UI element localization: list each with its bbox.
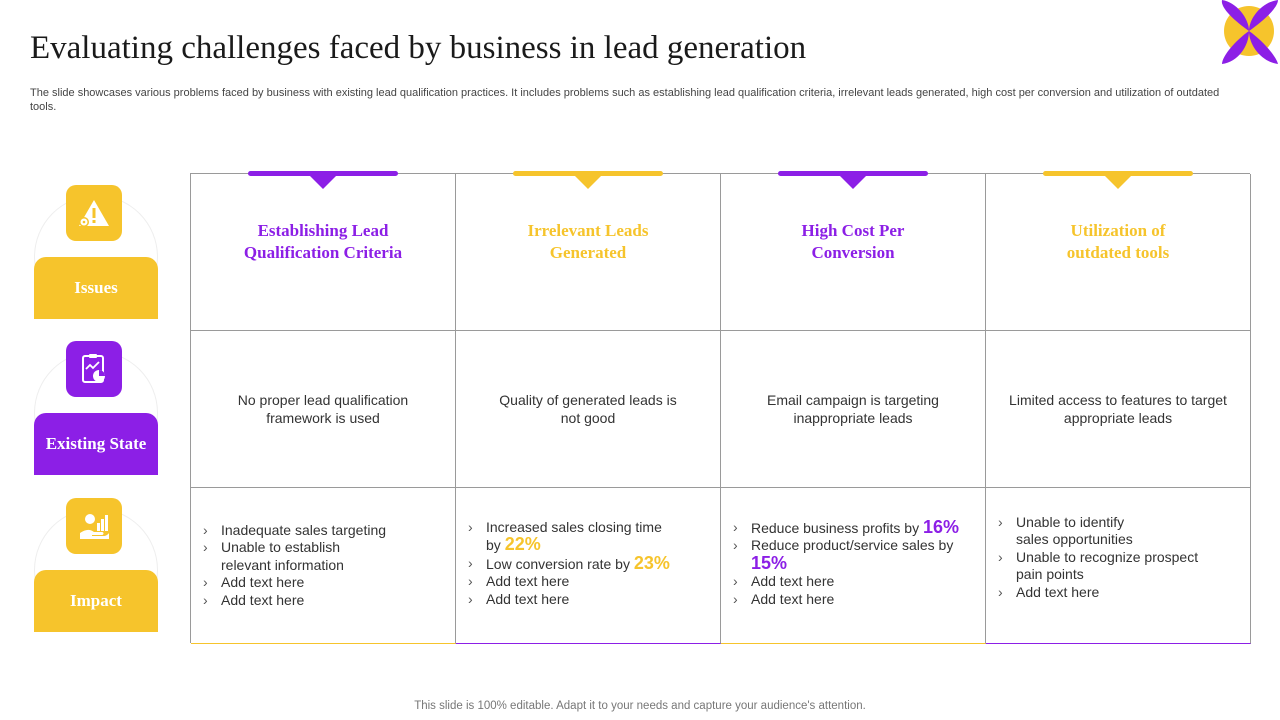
impact-item: Unable to recognize prospect pain points — [996, 549, 1221, 584]
impact-cell: Inadequate sales targeting Unable to est… — [191, 488, 456, 644]
impact-list: Unable to identify sales opportunities U… — [996, 514, 1221, 602]
impact-list: Increased sales closing time by 22% Low … — [466, 519, 676, 609]
impact-item: Add text here — [731, 573, 959, 591]
impact-item: Reduce business profits by 16% — [731, 516, 960, 538]
impact-cell: Reduce business profits by 16% Reduce pr… — [721, 488, 986, 644]
percentage-value: 22% — [504, 534, 541, 555]
column-heading: Irrelevant Leads Generated — [527, 221, 649, 262]
percentage-value: 15% — [751, 552, 788, 573]
impact-item: Reduce product/service sales by 15% — [731, 537, 956, 573]
impact-item: Add text here — [201, 592, 386, 610]
state-cell: Limited access to features to target app… — [986, 331, 1251, 488]
impact-cell: Increased sales closing time by 22% Low … — [456, 488, 721, 644]
impact-list: Reduce business profits by 16% Reduce pr… — [731, 516, 960, 609]
side-impact: Impact — [34, 498, 158, 632]
hand-money-icon — [66, 498, 122, 554]
impact-item: Add text here — [731, 591, 959, 609]
percentage-value: 23% — [633, 552, 670, 573]
header-accent-arrow — [1104, 175, 1132, 189]
column-heading: Establishing Lead Qualification Criteria — [243, 221, 403, 262]
warning-gear-icon — [66, 185, 122, 241]
impact-item: Unable to identify sales opportunities — [996, 514, 1146, 549]
percentage-value: 16% — [922, 516, 960, 537]
impact-item: Add text here — [466, 573, 676, 591]
state-text: Limited access to features to target app… — [1009, 392, 1227, 426]
impact-item: Low conversion rate by 23% — [466, 552, 676, 574]
impact-item: Unable to establish relevant information — [201, 539, 351, 574]
impact-item: Add text here — [466, 591, 676, 609]
impact-cell: Unable to identify sales opportunities U… — [986, 488, 1251, 644]
side-existing-state: Existing State — [34, 341, 158, 475]
impact-item: Increased sales closing time by 22% — [466, 519, 676, 555]
footer-note: This slide is 100% editable. Adapt it to… — [414, 700, 866, 712]
header-accent-arrow — [309, 175, 337, 189]
state-cell: Email campaign is targeting inappropriat… — [721, 331, 986, 488]
header-accent-arrow — [839, 175, 867, 189]
state-cell: Quality of generated leads is not good — [456, 331, 721, 488]
side-issues: Issues — [34, 185, 158, 319]
header-accent-bar — [778, 171, 928, 176]
state-cell: No proper lead qualification framework i… — [191, 331, 456, 488]
page-title: Evaluating challenges faced by business … — [30, 30, 807, 66]
header-accent-bar — [1043, 171, 1193, 176]
state-text: Quality of generated leads is not good — [499, 392, 677, 426]
report-chart-icon — [66, 341, 122, 397]
column-header-lead-criteria: Establishing Lead Qualification Criteria — [191, 171, 456, 331]
header-accent-bar — [248, 171, 398, 176]
impact-list: Inadequate sales targeting Unable to est… — [201, 522, 386, 610]
state-text: No proper lead qualification framework i… — [237, 392, 409, 426]
header-accent-bar — [513, 171, 663, 176]
challenges-table: Establishing Lead Qualification Criteria… — [190, 171, 1251, 644]
impact-item: Add text here — [996, 584, 1221, 602]
state-text: Email campaign is targeting inappropriat… — [767, 392, 939, 426]
side-label-impact: Impact — [34, 570, 158, 632]
column-heading: High Cost Per Conversion — [801, 221, 905, 262]
column-header-outdated-tools: Utilization of outdated tools — [986, 171, 1251, 331]
impact-item: Add text here — [201, 574, 386, 592]
side-label-issues: Issues — [34, 257, 158, 319]
header-accent-arrow — [574, 175, 602, 189]
flower-logo-icon — [1221, 0, 1278, 64]
side-label-existing-state: Existing State — [34, 413, 158, 475]
column-heading: Utilization of outdated tools — [1066, 221, 1170, 262]
column-header-irrelevant-leads: Irrelevant Leads Generated — [456, 171, 721, 331]
impact-item: Inadequate sales targeting — [201, 522, 386, 540]
page-subtitle: The slide showcases various problems fac… — [30, 87, 1220, 113]
column-header-high-cost: High Cost Per Conversion — [721, 171, 986, 331]
